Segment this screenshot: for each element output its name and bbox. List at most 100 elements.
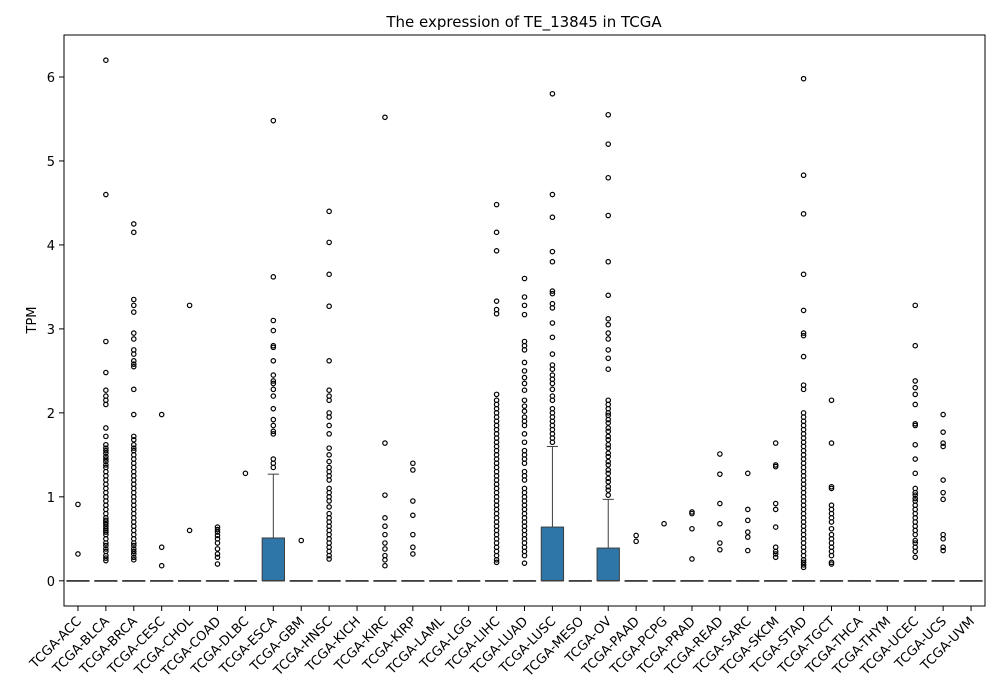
outlier-point — [521, 374, 528, 381]
outlier-point — [912, 302, 919, 309]
box-tcga-ucec — [903, 580, 927, 582]
outlier-point — [521, 302, 528, 309]
outlier-point — [521, 347, 528, 353]
outliers-layer — [75, 57, 946, 571]
box-tcga-read — [708, 580, 732, 582]
outlier-point — [521, 275, 528, 282]
outlier-point — [605, 487, 612, 493]
outlier-point — [912, 537, 919, 544]
outlier-point — [214, 554, 221, 561]
outlier-point — [326, 303, 332, 310]
outlier-point — [549, 290, 556, 297]
outlier-point — [828, 397, 835, 404]
outlier-point — [605, 258, 612, 265]
outlier-point — [605, 492, 612, 498]
outlier-point — [912, 495, 919, 502]
outlier-point — [744, 470, 751, 477]
outlier-point — [130, 302, 137, 309]
outlier-point — [605, 410, 612, 416]
box-tcga-ucs — [931, 580, 955, 582]
outlier-point — [493, 557, 500, 563]
outlier-point — [605, 347, 612, 353]
outlier-point — [130, 386, 137, 393]
outlier-point — [800, 75, 807, 82]
outlier-point — [186, 302, 193, 309]
outlier-point — [605, 470, 612, 477]
outlier-point — [103, 450, 109, 456]
outlier-point — [521, 431, 528, 437]
y-tick-label: 6 — [47, 71, 55, 86]
y-tick-label: 2 — [47, 407, 55, 422]
outlier-point — [326, 397, 332, 404]
box-body — [596, 547, 620, 582]
outlier-point — [912, 489, 919, 496]
outlier-point — [800, 307, 807, 314]
outlier-point — [103, 542, 109, 549]
y-tick-label: 4 — [47, 239, 55, 254]
outlier-point — [549, 191, 556, 198]
outlier-point — [744, 547, 751, 554]
outlier-point — [103, 191, 109, 198]
outlier-point — [800, 557, 807, 563]
outlier-point — [270, 327, 277, 334]
outlier-point — [549, 386, 556, 393]
outlier-point — [912, 456, 919, 462]
outlier-point — [186, 527, 193, 534]
outlier-point — [158, 562, 165, 569]
box-tcga-lusc — [540, 445, 565, 582]
outlier-point — [103, 369, 109, 376]
outlier-point — [605, 355, 612, 362]
outlier-point — [130, 309, 137, 315]
outlier-point — [103, 520, 109, 527]
outlier-point — [103, 57, 109, 63]
outlier-point — [382, 114, 388, 121]
outlier-point — [130, 330, 137, 336]
y-tick-label: 0 — [47, 575, 55, 590]
outlier-point — [605, 316, 612, 322]
outlier-point — [130, 296, 137, 303]
outlier-point — [214, 561, 221, 567]
outlier-point — [103, 546, 109, 552]
outlier-point — [800, 353, 807, 360]
box-tcga-stad — [791, 580, 816, 582]
outlier-point — [326, 208, 332, 215]
outlier-point — [130, 441, 137, 448]
outlier-point — [772, 463, 779, 470]
outlier-point — [605, 441, 612, 448]
outlier-point — [103, 458, 109, 465]
box-tcga-coad — [205, 580, 230, 582]
box-tcga-kirp — [401, 580, 425, 582]
outlier-point — [772, 524, 779, 530]
box-tcga-cesc — [150, 580, 174, 582]
outlier-point — [605, 467, 612, 473]
outlier-point — [382, 546, 388, 552]
outlier-point — [493, 298, 500, 304]
outlier-point — [605, 366, 612, 373]
box-tcga-kich — [345, 580, 369, 582]
outlier-point — [549, 258, 556, 265]
box-tcga-dlbc — [233, 580, 258, 582]
outlier-point — [521, 380, 528, 387]
outlier-point — [605, 458, 612, 465]
box-tcga-brca — [122, 580, 146, 582]
outlier-point — [549, 366, 556, 373]
box-tcga-lgg — [457, 580, 481, 582]
outlier-point — [605, 420, 612, 426]
outlier-point — [130, 551, 137, 557]
outlier-point — [270, 422, 277, 429]
outlier-point — [912, 531, 919, 538]
box-body — [540, 526, 565, 582]
box-tcga-thym — [875, 580, 899, 582]
outlier-point — [940, 547, 946, 554]
outlier-point — [103, 555, 109, 561]
outlier-point — [103, 338, 109, 345]
outlier-point — [326, 271, 332, 278]
outlier-point — [326, 431, 332, 437]
box-tcga-paad — [624, 580, 648, 582]
outlier-point — [326, 414, 332, 420]
outlier-point — [382, 523, 388, 530]
outlier-point — [744, 534, 751, 540]
outlier-point — [940, 429, 946, 435]
box-tcga-ov — [596, 498, 620, 582]
outlier-point — [103, 441, 109, 448]
